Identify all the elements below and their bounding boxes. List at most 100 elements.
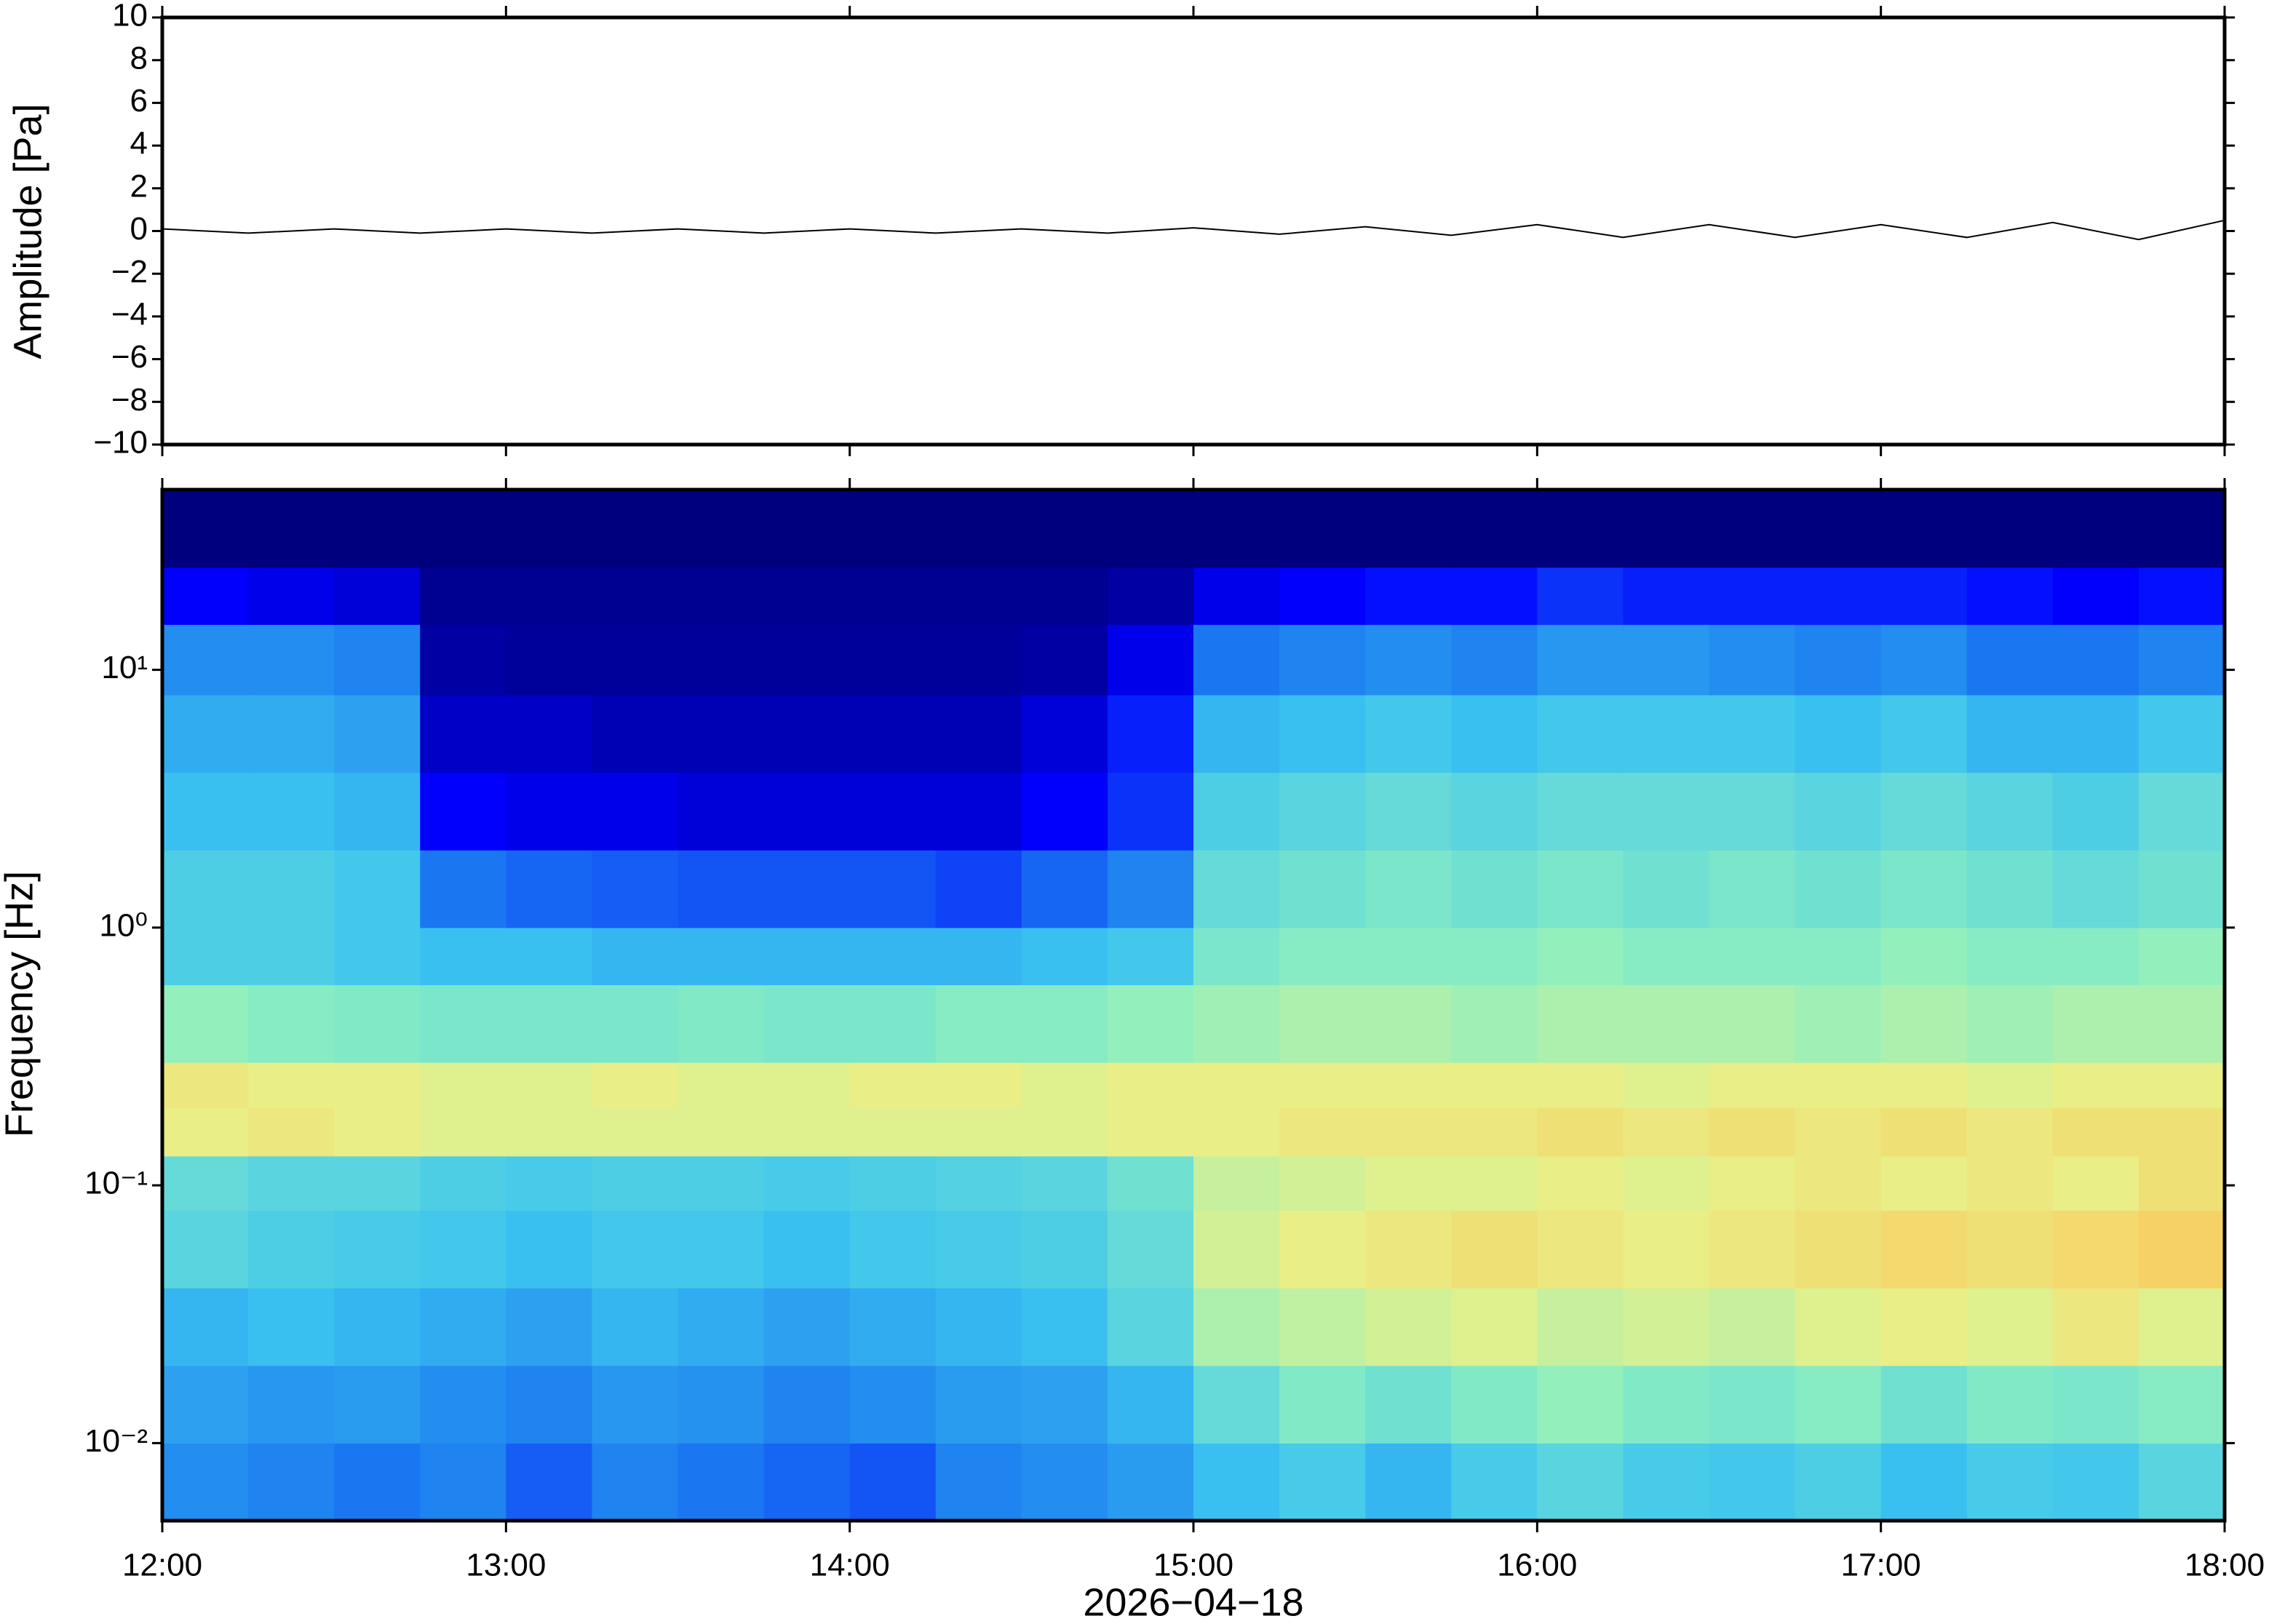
heat-cell bbox=[1021, 567, 1108, 625]
heat-cell bbox=[1193, 624, 1280, 696]
heat-cell bbox=[1537, 927, 1624, 986]
heat-cell bbox=[1193, 1365, 1280, 1444]
y-tick-label: −8 bbox=[111, 382, 148, 418]
heat-cell bbox=[1623, 927, 1710, 986]
heat-cell bbox=[849, 1155, 937, 1211]
heat-cell bbox=[506, 1288, 593, 1366]
heat-cell bbox=[420, 1365, 506, 1444]
heat-cell bbox=[1279, 1365, 1366, 1444]
heat-cell bbox=[1709, 1443, 1796, 1521]
heat-cell bbox=[1537, 984, 1624, 1063]
heat-cell bbox=[935, 490, 1022, 568]
heat-cell bbox=[334, 1155, 421, 1211]
heat-cell bbox=[1880, 850, 1968, 928]
heat-cell bbox=[1709, 624, 1796, 696]
y-tick-label: 10¹ bbox=[101, 650, 148, 685]
heat-cell bbox=[334, 1365, 421, 1444]
heat-cell bbox=[677, 567, 765, 625]
heat-cell bbox=[1107, 624, 1194, 696]
y-tick-label: 10⁻² bbox=[84, 1423, 148, 1459]
heat-cell bbox=[1623, 490, 1710, 568]
heat-cell bbox=[1193, 850, 1280, 928]
heat-cell bbox=[1021, 1443, 1108, 1521]
heat-cell bbox=[1966, 694, 2054, 773]
heat-cell bbox=[506, 1062, 593, 1109]
heat-cell bbox=[677, 1288, 765, 1366]
x-tick-label: 13:00 bbox=[466, 1548, 546, 1583]
heat-cell bbox=[1365, 772, 1452, 851]
trace bbox=[162, 219, 2225, 241]
heat-cell bbox=[677, 1210, 765, 1289]
heat-cell bbox=[1880, 772, 1968, 851]
heat-cell bbox=[162, 1210, 249, 1289]
heat-cell bbox=[162, 694, 249, 773]
heat-cell bbox=[677, 984, 765, 1063]
heat-cell bbox=[1107, 1443, 1194, 1521]
heat-cell bbox=[592, 984, 679, 1063]
heat-cell bbox=[1107, 1062, 1194, 1109]
heat-cell bbox=[1880, 490, 1968, 568]
heat-cell bbox=[935, 1155, 1022, 1211]
heat-cell bbox=[1537, 772, 1624, 851]
y-tick-label: 10⁻¹ bbox=[84, 1166, 148, 1201]
heat-cell bbox=[849, 1062, 937, 1109]
heat-cell bbox=[1537, 1062, 1624, 1109]
heat-cell bbox=[1880, 984, 1968, 1063]
heat-cell bbox=[2052, 1062, 2139, 1109]
heat-cell bbox=[162, 1107, 249, 1157]
heat-cell bbox=[592, 1062, 679, 1109]
heat-cell bbox=[935, 624, 1022, 696]
heat-cell bbox=[334, 624, 421, 696]
heat-cell bbox=[1537, 850, 1624, 928]
heat-cell bbox=[592, 490, 679, 568]
heat-cell bbox=[1795, 490, 1882, 568]
heat-cell bbox=[1107, 927, 1194, 986]
heat-cell bbox=[1021, 624, 1108, 696]
heat-cell bbox=[763, 927, 851, 986]
heat-cell bbox=[1451, 772, 1538, 851]
heat-cell bbox=[1795, 1062, 1882, 1109]
heat-cell bbox=[2138, 490, 2225, 568]
heat-cell bbox=[1365, 850, 1452, 928]
heat-cell bbox=[506, 850, 593, 928]
heat-cell bbox=[849, 1107, 937, 1157]
heat-cell bbox=[763, 1107, 851, 1157]
heat-cell bbox=[1279, 1288, 1366, 1366]
heat-cell bbox=[849, 772, 937, 851]
heat-cell bbox=[1193, 1062, 1280, 1109]
heat-cell bbox=[162, 772, 249, 851]
heat-cell bbox=[1623, 624, 1710, 696]
heat-cell bbox=[1107, 1155, 1194, 1211]
heat-cell bbox=[1537, 490, 1624, 568]
heat-cell bbox=[1966, 1155, 2054, 1211]
heat-cell bbox=[1451, 490, 1538, 568]
heat-cell bbox=[1709, 850, 1796, 928]
heat-cell bbox=[162, 1443, 249, 1521]
heat-cell bbox=[592, 1443, 679, 1521]
heat-cell bbox=[1623, 1365, 1710, 1444]
heat-cell bbox=[763, 694, 851, 773]
heat-cell bbox=[1365, 927, 1452, 986]
heat-cell bbox=[1623, 1155, 1710, 1211]
y-axis-label: Amplitude [Pa] bbox=[6, 103, 49, 359]
heat-cell bbox=[2052, 927, 2139, 986]
heat-cell bbox=[1709, 772, 1796, 851]
heat-cell bbox=[1966, 850, 2054, 928]
heat-cell bbox=[677, 624, 765, 696]
heat-cell bbox=[1795, 694, 1882, 773]
x-tick-label: 16:00 bbox=[1497, 1548, 1577, 1583]
heat-cell bbox=[420, 567, 506, 625]
heat-cell bbox=[1365, 984, 1452, 1063]
heat-cell bbox=[420, 1443, 506, 1521]
heat-cell bbox=[506, 490, 593, 568]
heat-cell bbox=[1451, 927, 1538, 986]
heat-cell bbox=[506, 567, 593, 625]
heat-cell bbox=[2138, 1155, 2225, 1211]
heat-cell bbox=[1709, 694, 1796, 773]
heat-cell bbox=[334, 1210, 421, 1289]
heat-cell bbox=[1365, 1443, 1452, 1521]
heat-cell bbox=[1623, 1062, 1710, 1109]
heat-cell bbox=[2052, 850, 2139, 928]
heat-cell bbox=[1966, 490, 2054, 568]
heat-cell bbox=[935, 1107, 1022, 1157]
